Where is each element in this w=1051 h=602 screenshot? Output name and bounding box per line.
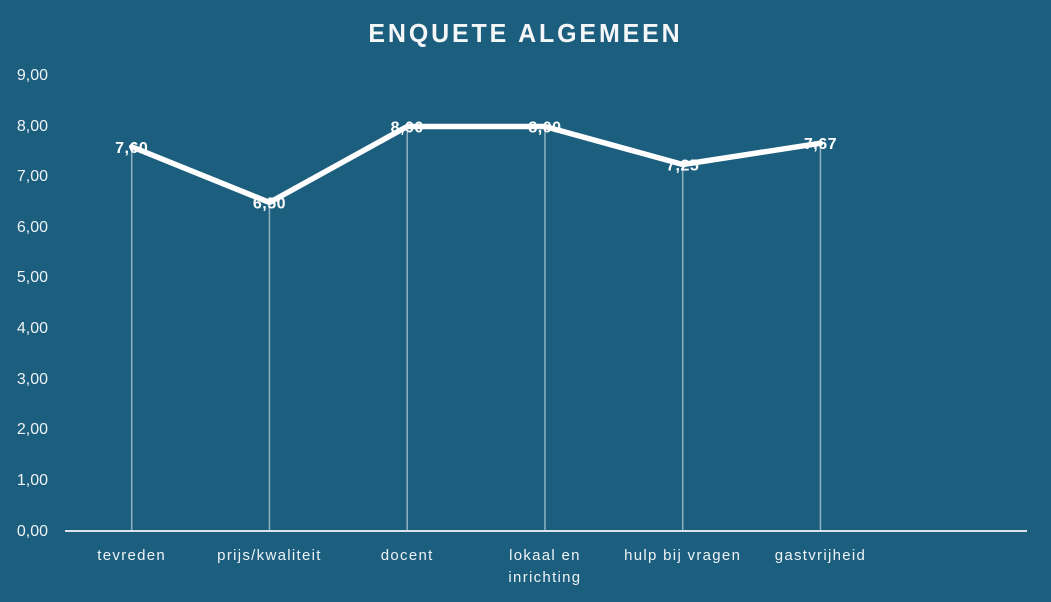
data-label: 8,00 <box>528 120 561 137</box>
data-label: 7,67 <box>804 136 837 153</box>
y-tick-label: 0,00 <box>16 522 48 540</box>
y-tick-label: 1,00 <box>16 472 48 490</box>
data-label: 8,00 <box>391 120 424 137</box>
x-category-label: lokaal en inrichting <box>508 547 582 586</box>
y-tick-label: 7,00 <box>16 168 48 186</box>
chart-title: ENQUETE ALGEMEEN <box>368 18 683 48</box>
data-label: 7,60 <box>115 140 148 157</box>
x-category-label: prijs/kwaliteit <box>217 547 322 564</box>
series-line <box>128 123 824 206</box>
y-tick-label: 4,00 <box>16 320 48 338</box>
x-category-label: tevreden <box>97 547 167 564</box>
y-tick-label: 6,00 <box>16 218 48 236</box>
x-category-label: docent <box>380 547 434 564</box>
data-label: 7,25 <box>666 157 699 174</box>
y-tick-label: 5,00 <box>16 269 48 287</box>
y-tick-label: 3,00 <box>16 370 48 388</box>
y-tick-label: 2,00 <box>16 421 48 439</box>
y-tick-label: 8,00 <box>16 117 48 135</box>
x-category-label: hulp bij vragen <box>624 547 742 564</box>
y-tick-label: 9,00 <box>16 66 48 84</box>
data-label: 6,50 <box>253 195 286 212</box>
x-category-label: gastvrijheid <box>774 547 867 564</box>
